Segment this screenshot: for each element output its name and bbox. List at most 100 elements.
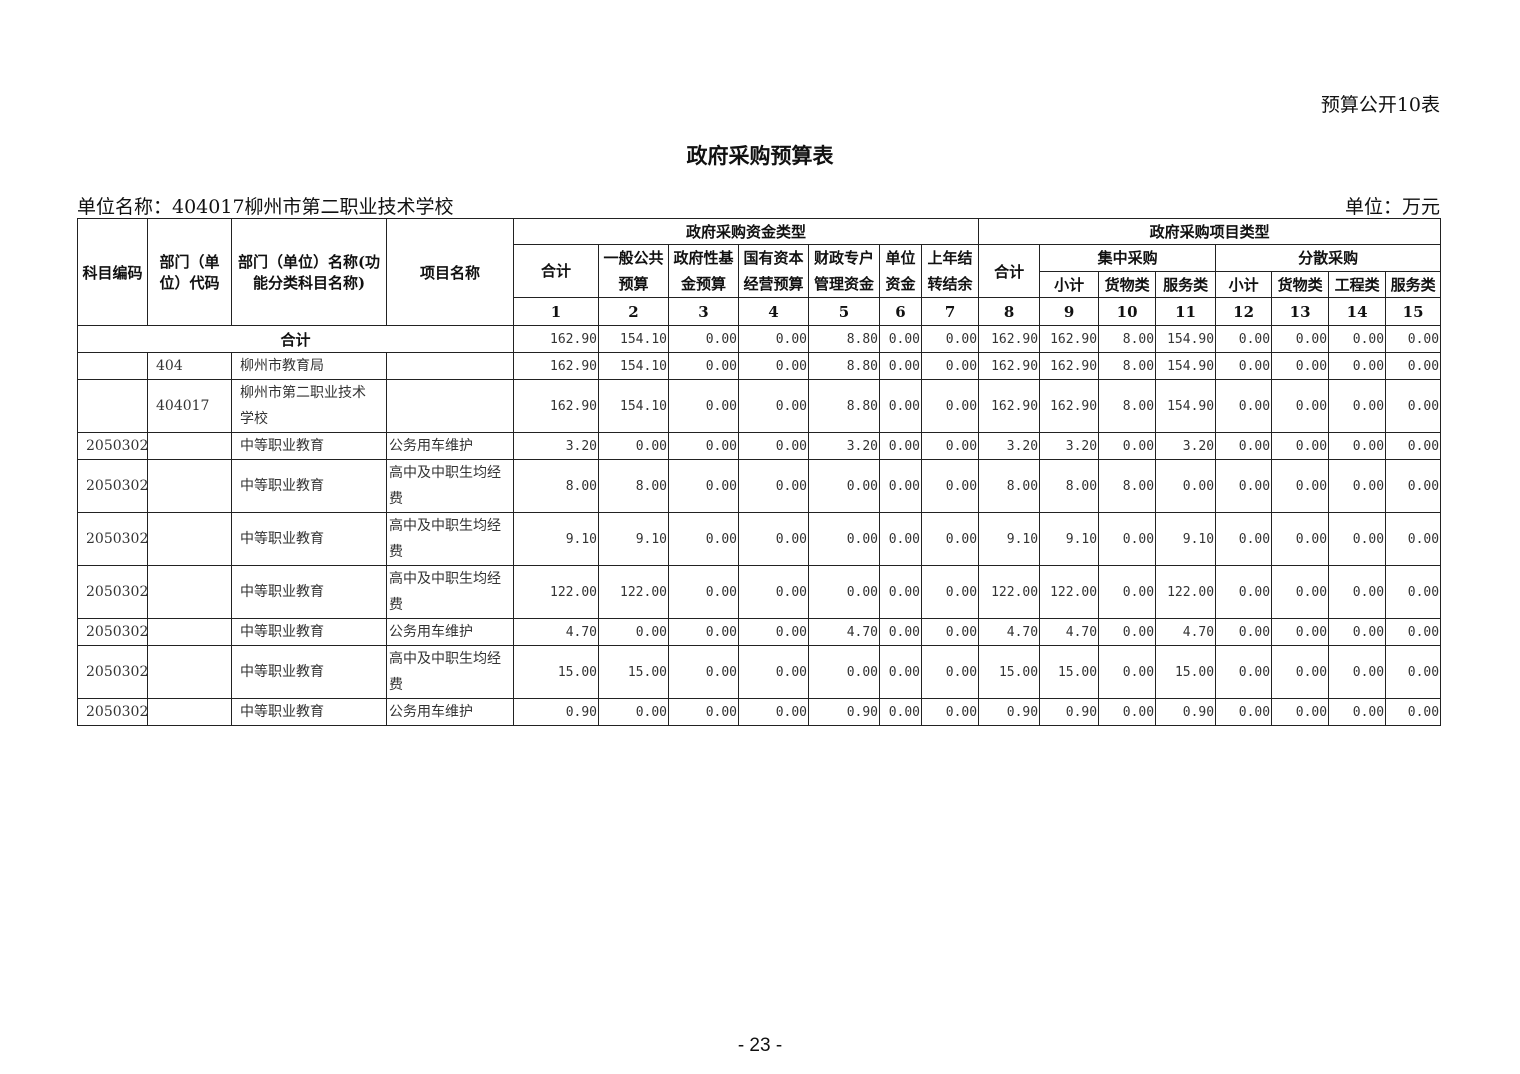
row-value: 162.90 [1039, 379, 1100, 433]
total-value: 154.10 [598, 325, 669, 353]
row-value: 0.90 [1155, 698, 1217, 726]
row-value: 4.70 [808, 618, 880, 646]
table-row: 2050302 中等职业教育 公务用车维护 4.70 0.00 0.00 0.00 4.70 0… [77, 618, 1442, 646]
project-name: 高中及中职生均经费 [386, 565, 514, 619]
row-value: 0.00 [1271, 618, 1330, 646]
header-project: 项目名称 [386, 218, 514, 326]
header-dept-code: 部门（单位）代码 [147, 218, 232, 326]
header-fund-col: 政府性基金预算 [668, 244, 739, 298]
header-fund-col: 上年结转结余 [920, 244, 980, 298]
row-value: 0.00 [598, 432, 669, 460]
column-number: 9 [1039, 297, 1100, 326]
row-value: 3.20 [808, 432, 880, 460]
row-value: 0.00 [1215, 379, 1273, 433]
dept-code: 404 [147, 352, 232, 380]
row-value: 8.00 [1098, 379, 1157, 433]
row-value: 0.00 [1215, 459, 1273, 513]
table-tag: 预算公开10表 [1320, 94, 1440, 116]
header-central: 集中采购 [1039, 244, 1217, 272]
row-value: 9.10 [1155, 512, 1217, 566]
row-value: 154.10 [598, 379, 669, 433]
subject-code: 2050302 [77, 698, 148, 726]
header-dispersed: 分散采购 [1215, 244, 1442, 272]
row-value: 0.00 [668, 459, 739, 513]
row-value: 162.90 [978, 379, 1041, 433]
row-value: 162.90 [978, 352, 1041, 380]
row-value: 0.00 [920, 565, 980, 619]
row-value: 8.00 [1098, 352, 1157, 380]
row-value: 122.00 [978, 565, 1041, 619]
dept-name: 中等职业教育 [231, 459, 387, 513]
column-number: 12 [1215, 297, 1273, 326]
row-value: 8.80 [808, 352, 880, 380]
row-value: 15.00 [1039, 645, 1100, 699]
project-name [386, 352, 514, 380]
dept-name: 中等职业教育 [231, 565, 387, 619]
row-value: 162.90 [513, 352, 599, 380]
subject-code: 2050302 [77, 512, 148, 566]
header-code: 科目编码 [77, 218, 148, 326]
row-value: 0.00 [920, 379, 980, 433]
header-fund-col: 合计 [513, 244, 599, 298]
total-value: 8.80 [808, 325, 880, 353]
header-fund-col: 国有资本经营预算 [738, 244, 809, 298]
row-value: 0.90 [1039, 698, 1100, 726]
row-value: 3.20 [978, 432, 1041, 460]
project-name: 高中及中职生均经费 [386, 512, 514, 566]
row-value: 0.00 [1215, 618, 1273, 646]
row-value: 0.00 [1385, 379, 1442, 433]
column-number: 2 [598, 297, 669, 326]
row-value: 4.70 [1039, 618, 1100, 646]
row-value: 0.00 [1215, 698, 1273, 726]
row-value: 0.00 [879, 512, 922, 566]
total-row: 合计 162.90 154.10 0.00 0.00 8.80 0.00 0.00 162.90… [77, 325, 1442, 353]
total-value: 0.00 [1328, 325, 1387, 353]
row-value: 0.00 [1385, 698, 1442, 726]
row-value: 0.00 [1328, 645, 1387, 699]
row-value: 9.10 [598, 512, 669, 566]
total-value: 162.90 [1039, 325, 1100, 353]
row-value: 0.00 [1385, 352, 1442, 380]
row-value: 122.00 [513, 565, 599, 619]
row-value: 0.00 [1215, 645, 1273, 699]
row-value: 122.00 [1039, 565, 1100, 619]
row-value: 0.00 [879, 618, 922, 646]
row-value: 0.00 [1215, 565, 1273, 619]
row-value: 0.00 [1271, 645, 1330, 699]
header-dispersed-col: 工程类 [1328, 270, 1387, 298]
column-number: 7 [920, 297, 980, 326]
column-number: 1 [513, 297, 599, 326]
row-value: 0.00 [1098, 565, 1157, 619]
row-value: 15.00 [1155, 645, 1217, 699]
row-value: 0.00 [1328, 352, 1387, 380]
dept-name: 柳州市第二职业技术学校 [231, 379, 387, 433]
row-value: 0.00 [1098, 432, 1157, 460]
subject-code [77, 352, 148, 380]
row-value: 0.00 [920, 645, 980, 699]
header-project-group: 政府采购项目类型 [978, 218, 1442, 245]
total-value: 0.00 [668, 325, 739, 353]
row-value: 0.00 [1328, 432, 1387, 460]
header-central-col: 服务类 [1155, 270, 1217, 298]
column-number: 11 [1155, 297, 1217, 326]
header-fund-col: 财政专户管理资金 [808, 244, 880, 298]
project-name: 公务用车维护 [386, 698, 514, 726]
row-value: 0.00 [738, 645, 809, 699]
dept-name: 中等职业教育 [231, 645, 387, 699]
row-value: 0.00 [738, 512, 809, 566]
total-value: 8.00 [1098, 325, 1157, 353]
row-value: 0.00 [1328, 618, 1387, 646]
row-value: 8.00 [1039, 459, 1100, 513]
row-value: 0.00 [738, 698, 809, 726]
total-value: 0.00 [879, 325, 922, 353]
row-value: 0.00 [1271, 565, 1330, 619]
row-value: 154.10 [598, 352, 669, 380]
table-row: 404 柳州市教育局 162.90 154.10 0.00 0.00 8.80 0.00 0.0… [77, 352, 1442, 380]
row-value: 0.00 [1385, 565, 1442, 619]
column-number: 3 [668, 297, 739, 326]
table-row: 2050302 中等职业教育 公务用车维护 0.90 0.00 0.00 0.00 0.90 0… [77, 698, 1442, 726]
row-value: 0.00 [879, 352, 922, 380]
currency-unit: 单位：万元 [1344, 196, 1440, 218]
row-value: 0.00 [1155, 459, 1217, 513]
row-value: 0.00 [1215, 512, 1273, 566]
